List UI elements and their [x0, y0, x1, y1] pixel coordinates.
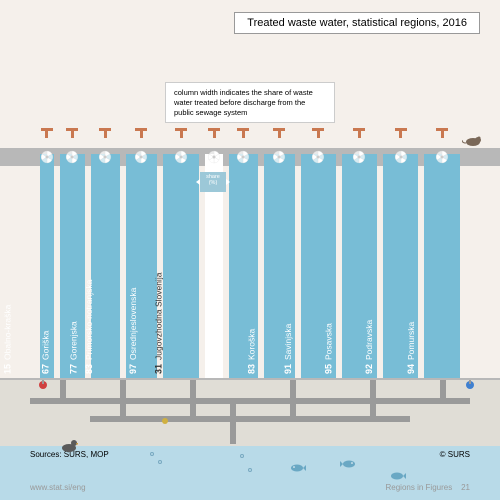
column-value: 83	[247, 364, 257, 374]
column-region: Pomurska	[406, 322, 416, 360]
column-region: Savinjska	[283, 324, 293, 360]
column-region: Osrednjeslovenska	[128, 288, 138, 360]
column-region: Koroška	[247, 329, 257, 360]
columns-container: 15 Obalno-kraška 67 Goriška	[40, 140, 460, 390]
column-label: 83 Primorsko-notranjska	[84, 280, 94, 374]
column-label: 97 Osrednjeslovenska	[128, 288, 138, 374]
column-value: 67	[40, 364, 50, 374]
column-region: Goriška	[40, 331, 50, 360]
tap-icon	[396, 128, 406, 138]
tap-icon	[209, 128, 219, 138]
column-region: Zasavska	[208, 324, 218, 360]
tap-icon	[67, 128, 77, 138]
column-region: Primorsko-notranjska	[84, 280, 94, 360]
column-bar: 94 Pomurska	[424, 140, 460, 380]
chart-title: Treated waste water, statistical regions…	[247, 17, 467, 29]
bubble-icon	[248, 468, 252, 472]
valve-icon	[160, 413, 170, 423]
column-label: 78 Zasavska	[208, 324, 218, 374]
bubble-icon	[240, 454, 244, 458]
tap-icon	[354, 128, 364, 138]
tap-icon	[437, 128, 447, 138]
turbine-icon	[98, 150, 112, 164]
column-label: 91 Savinjska	[283, 324, 293, 374]
turbine-icon	[134, 150, 148, 164]
subtitle-box: column width indicates the share of wast…	[165, 82, 335, 123]
turbine-icon	[236, 150, 250, 164]
turbine-icon	[352, 150, 366, 164]
tap-icon	[42, 128, 52, 138]
column-value: 78	[208, 364, 218, 374]
column-bar: 77 Gorenjska	[91, 140, 120, 380]
column-label: 92 Podravska	[364, 320, 374, 374]
tap-icon	[100, 128, 110, 138]
tap-icon	[176, 128, 186, 138]
rat-icon	[462, 133, 482, 145]
turbine-icon	[311, 150, 325, 164]
valve-icon	[38, 377, 48, 387]
column-value: 91	[283, 364, 293, 374]
column-bar: 97 Osrednjeslovenska	[163, 140, 200, 380]
column-value: 97	[128, 364, 138, 374]
turbine-icon	[174, 150, 188, 164]
column-value: 94	[406, 364, 416, 374]
chart-subtitle: column width indicates the share of wast…	[174, 88, 313, 117]
column-region: Obalno-kraška	[2, 305, 12, 360]
tap-icon	[274, 128, 284, 138]
column-value: 77	[69, 364, 79, 374]
tap-icon	[136, 128, 146, 138]
turbine-icon	[394, 150, 408, 164]
column-label: 67 Goriška	[40, 331, 50, 374]
column-region: Podravska	[364, 320, 374, 360]
turbine-icon	[207, 150, 221, 164]
water-column	[91, 154, 120, 380]
column-value: 15	[2, 364, 12, 374]
column-region: Posavska	[324, 323, 334, 360]
title-box: Treated waste water, statistical regions…	[234, 12, 480, 34]
water-column	[424, 154, 460, 380]
valve-icon	[465, 377, 475, 387]
column-label: 83 Koroška	[247, 329, 257, 374]
copyright-text: © SURS	[440, 450, 470, 459]
pipe-network	[30, 380, 470, 445]
bubble-icon	[158, 460, 162, 464]
fish-icon	[290, 460, 306, 470]
water-column	[163, 154, 200, 380]
column-region: Gorenjska	[69, 321, 79, 360]
fish-icon	[340, 456, 356, 466]
column-value: 31	[153, 364, 163, 374]
share-badge: share(%)	[200, 172, 226, 192]
duck-icon	[60, 438, 78, 452]
column-label: 15 Obalno-kraška	[2, 305, 12, 374]
tap-icon	[238, 128, 248, 138]
tap-icon	[313, 128, 323, 138]
turbine-icon	[272, 150, 286, 164]
column-label: 77 Gorenjska	[69, 321, 79, 374]
column-region: Jugovzhodna Slovenija	[153, 273, 163, 360]
column-label: 94 Pomurska	[406, 322, 416, 374]
turbine-icon	[435, 150, 449, 164]
column-label: 31 Jugovzhodna Slovenija	[153, 273, 163, 374]
footer-url: www.stat.si/eng	[30, 483, 86, 492]
column-value: 92	[364, 364, 374, 374]
column-label: 95 Posavska	[324, 323, 334, 374]
column-value: 83	[84, 364, 94, 374]
footer-page: Regions in Figures 21	[386, 483, 471, 492]
turbine-icon	[40, 150, 54, 164]
column-value: 95	[324, 364, 334, 374]
share-label: share(%)	[206, 174, 220, 186]
turbine-icon	[65, 150, 79, 164]
bubble-icon	[150, 452, 154, 456]
fish-icon	[390, 468, 406, 478]
